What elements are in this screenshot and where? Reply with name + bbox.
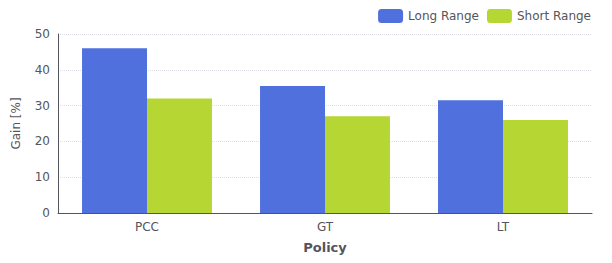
svg-text:Long Range: Long Range (408, 9, 479, 23)
svg-text:GT: GT (317, 220, 334, 234)
svg-text:Short Range: Short Range (517, 9, 591, 23)
svg-text:0: 0 (42, 206, 50, 220)
svg-text:Policy: Policy (303, 240, 347, 255)
svg-text:10: 10 (35, 170, 50, 184)
svg-text:50: 50 (35, 27, 50, 41)
svg-text:40: 40 (35, 63, 50, 77)
svg-text:20: 20 (35, 134, 50, 148)
svg-text:Gain [%]: Gain [%] (9, 97, 23, 149)
svg-text:30: 30 (35, 99, 50, 113)
svg-text:LT: LT (497, 220, 510, 234)
svg-text:PCC: PCC (135, 220, 159, 234)
